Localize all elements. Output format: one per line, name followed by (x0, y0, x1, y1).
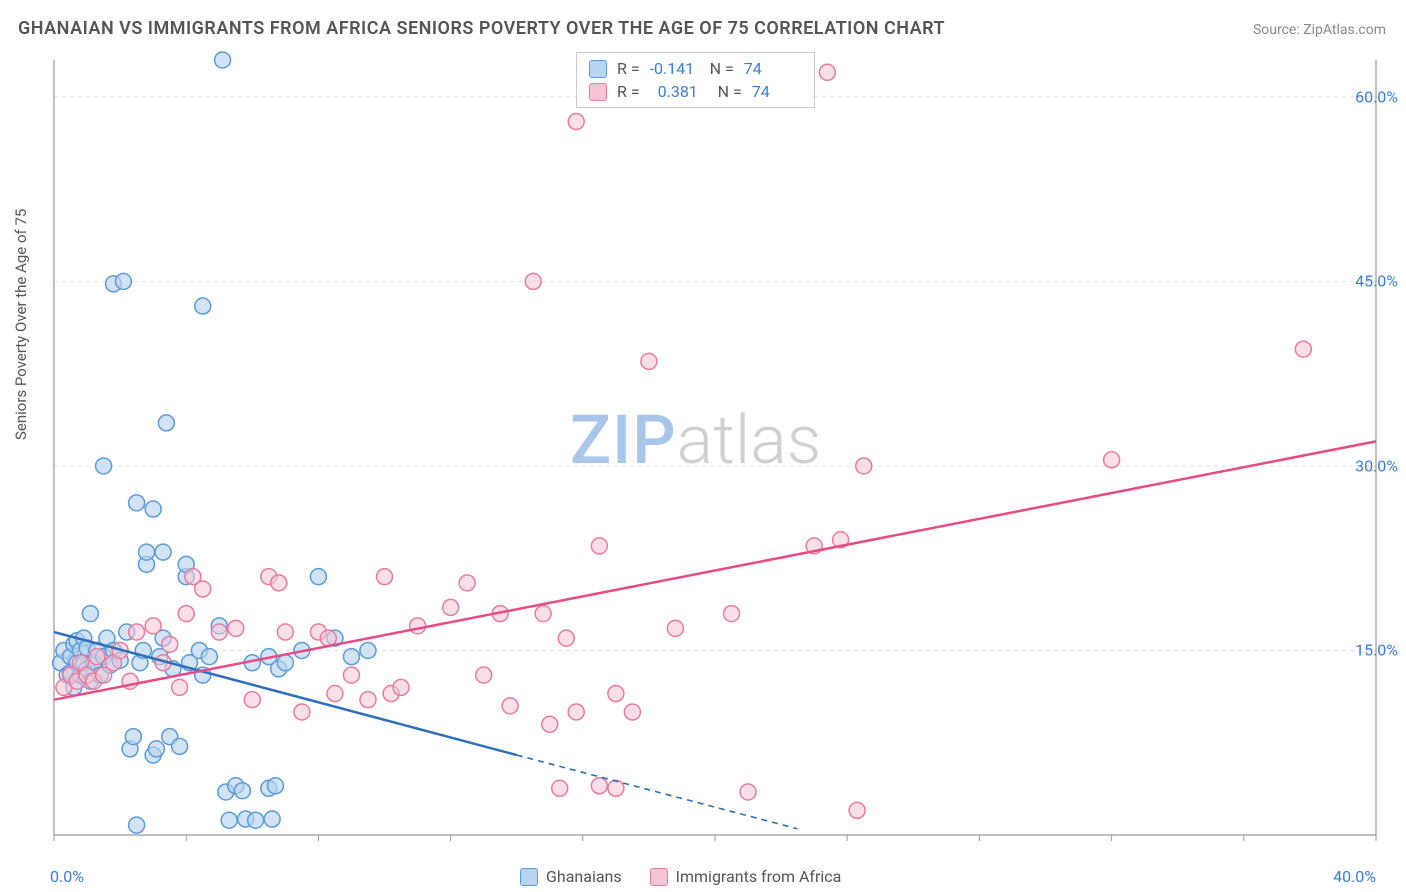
y-tick-label: 15.0% (1355, 641, 1398, 660)
n-value-1: 74 (744, 59, 794, 78)
legend-label-2: Immigrants from Africa (676, 867, 842, 886)
swatch-series1 (589, 60, 607, 78)
swatch-legend-1 (520, 868, 538, 886)
y-tick-label: 60.0% (1355, 87, 1398, 106)
x-tick-label: 40.0% (1333, 867, 1376, 886)
r-label-1: R = (617, 59, 640, 78)
y-tick-label: 45.0% (1355, 272, 1398, 291)
x-tick-label: 0.0% (50, 867, 84, 886)
chart-title: GHANAIAN VS IMMIGRANTS FROM AFRICA SENIO… (18, 18, 945, 39)
r-label-2: R = (617, 82, 640, 101)
scatter-plot (46, 50, 1386, 850)
n-label-2: N = (718, 82, 742, 101)
n-value-2: 74 (752, 82, 802, 101)
y-tick-label: 30.0% (1355, 456, 1398, 475)
swatch-legend-2 (650, 868, 668, 886)
y-axis-label: Seniors Poverty Over the Age of 75 (12, 209, 30, 440)
swatch-series2 (589, 83, 607, 101)
stats-row-series2: R = 0.381 N = 74 (577, 80, 814, 103)
source-label: Source: ZipAtlas.com (1253, 22, 1386, 38)
legend-label-1: Ghanaians (546, 867, 622, 886)
legend-item-1: Ghanaians (520, 867, 622, 886)
stats-row-series1: R = -0.141 N = 74 (577, 57, 814, 80)
bottom-legend: Ghanaians Immigrants from Africa (520, 867, 841, 886)
n-label-1: N = (710, 59, 734, 78)
r-value-2: 0.381 (658, 82, 708, 101)
legend-item-2: Immigrants from Africa (650, 867, 842, 886)
r-value-1: -0.141 (650, 59, 700, 78)
stats-legend-box: R = -0.141 N = 74 R = 0.381 N = 74 (576, 52, 815, 108)
